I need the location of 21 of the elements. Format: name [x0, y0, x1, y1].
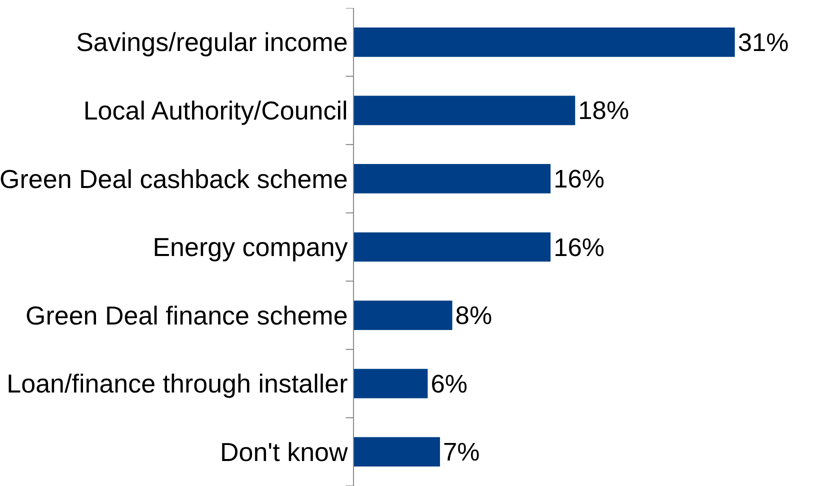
y-tick-label: Energy company — [152, 232, 348, 262]
data-label: 8% — [455, 302, 492, 330]
data-label: 6% — [430, 370, 468, 398]
y-tick-label: Green Deal finance scheme — [26, 300, 348, 330]
bar — [354, 368, 428, 398]
bar — [354, 300, 452, 330]
data-label: 18% — [578, 97, 630, 126]
y-tick-label: Savings/regular income — [76, 27, 348, 58]
y-tick-label: Don't know — [220, 436, 348, 467]
data-label: 7% — [442, 438, 480, 467]
y-tick-label: Local Authority/Council — [83, 96, 348, 126]
bar — [354, 232, 551, 262]
bar — [354, 96, 576, 126]
data-label: 31% — [738, 28, 789, 57]
data-label: 16% — [554, 234, 604, 262]
data-label: 16% — [554, 166, 604, 194]
y-tick-label: Loan/finance through installer — [6, 368, 348, 399]
bar — [354, 437, 440, 467]
bar — [354, 27, 735, 57]
bar — [354, 164, 551, 194]
y-tick-label: Green Deal cashback scheme — [0, 164, 348, 194]
